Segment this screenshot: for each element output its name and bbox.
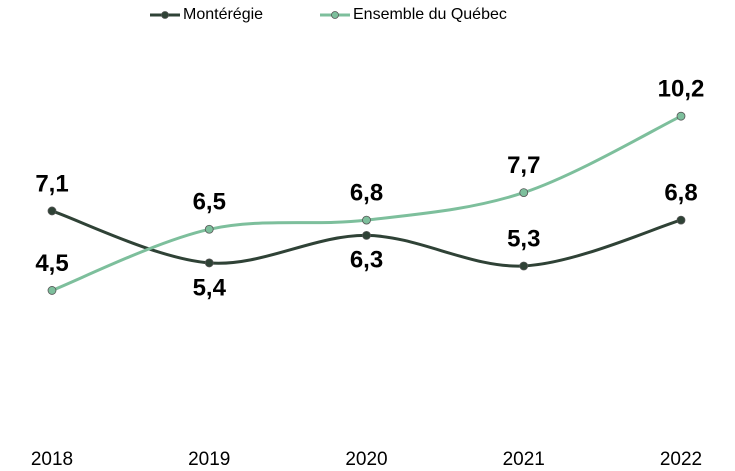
data-label: 6,3: [350, 247, 383, 274]
data-point: [204, 258, 214, 268]
data-point: [519, 188, 529, 198]
legend-label: Montérégie: [183, 6, 263, 23]
data-label: 7,7: [507, 152, 540, 179]
data-point: [519, 261, 529, 271]
data-label: 5,3: [507, 225, 540, 252]
data-label: 7,1: [35, 170, 68, 197]
data-point: [362, 215, 371, 225]
x-tick-label: 2022: [660, 449, 702, 470]
data-point: [47, 286, 57, 295]
data-point: [362, 230, 371, 240]
data-label: 10,2: [658, 76, 705, 103]
data-point: [204, 224, 214, 234]
legend-marker: [161, 11, 169, 19]
data-point: [676, 111, 686, 121]
data-label: 5,4: [193, 274, 227, 301]
x-tick-label: 2021: [503, 449, 545, 470]
data-label: 6,5: [193, 189, 226, 216]
x-tick-label: 2019: [188, 449, 230, 470]
data-point: [47, 206, 57, 216]
legend-label: Ensemble du Québec: [353, 6, 507, 23]
data-point: [676, 215, 686, 225]
x-tick-label: 2020: [345, 449, 387, 470]
legend-marker: [331, 11, 339, 19]
data-label: 6,8: [664, 179, 697, 206]
data-label: 6,8: [350, 179, 383, 206]
x-tick-label: 2018: [31, 449, 73, 470]
data-label: 4,5: [35, 250, 68, 277]
